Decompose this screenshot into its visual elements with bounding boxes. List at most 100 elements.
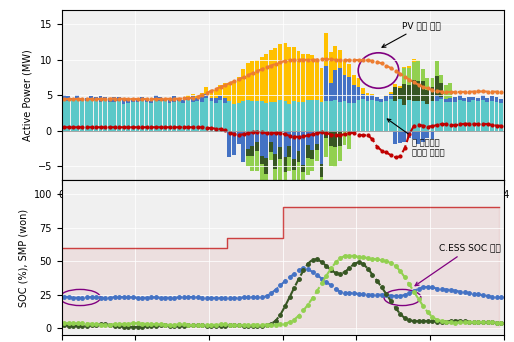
- Bar: [361, 94, 365, 99]
- Bar: [481, 100, 485, 131]
- Bar: [421, 101, 425, 131]
- Bar: [232, 104, 236, 131]
- Bar: [379, 102, 383, 131]
- Bar: [324, 131, 328, 139]
- Bar: [426, 90, 429, 104]
- Bar: [412, 80, 415, 101]
- Bar: [476, 97, 480, 101]
- Bar: [246, 149, 250, 156]
- Bar: [457, 100, 462, 131]
- Bar: [158, 101, 162, 131]
- Bar: [241, 69, 245, 101]
- Bar: [236, 77, 241, 103]
- Bar: [297, 162, 300, 180]
- Bar: [255, 101, 259, 131]
- Bar: [384, 101, 388, 131]
- Bar: [421, 81, 425, 101]
- Bar: [320, 102, 323, 131]
- X-axis label: Time (h): Time (h): [262, 206, 303, 216]
- Bar: [384, 96, 388, 101]
- Bar: [306, 131, 309, 145]
- Bar: [214, 103, 217, 131]
- Bar: [255, 151, 259, 171]
- Bar: [205, 87, 208, 94]
- Bar: [342, 101, 346, 131]
- Bar: [361, 88, 365, 94]
- Bar: [494, 97, 499, 102]
- Bar: [379, 98, 383, 102]
- Bar: [329, 83, 333, 101]
- Bar: [200, 93, 204, 97]
- Bar: [416, 81, 420, 102]
- Bar: [149, 101, 153, 103]
- Bar: [329, 52, 333, 83]
- Bar: [200, 97, 204, 102]
- Bar: [306, 158, 309, 175]
- Bar: [476, 101, 480, 131]
- Bar: [301, 54, 305, 102]
- Bar: [191, 96, 194, 102]
- Bar: [315, 60, 319, 100]
- Bar: [467, 97, 471, 102]
- Bar: [462, 97, 466, 101]
- Bar: [269, 152, 273, 160]
- Bar: [398, 99, 402, 131]
- Bar: [412, 60, 415, 62]
- Bar: [338, 50, 342, 68]
- Bar: [310, 131, 314, 150]
- Bar: [320, 165, 323, 177]
- Bar: [439, 97, 443, 99]
- Bar: [347, 131, 351, 149]
- Bar: [273, 154, 278, 169]
- Bar: [250, 61, 254, 101]
- Bar: [121, 104, 125, 131]
- Bar: [365, 101, 370, 131]
- Bar: [191, 94, 194, 96]
- Bar: [297, 131, 300, 151]
- Bar: [356, 100, 360, 131]
- Bar: [439, 99, 443, 131]
- Bar: [347, 64, 351, 77]
- Bar: [94, 100, 98, 131]
- Bar: [135, 98, 139, 103]
- Bar: [407, 68, 411, 85]
- Bar: [283, 157, 287, 172]
- Bar: [214, 90, 217, 98]
- Bar: [334, 70, 337, 100]
- Bar: [292, 47, 296, 101]
- Bar: [430, 78, 434, 87]
- Bar: [393, 131, 397, 144]
- Bar: [209, 98, 213, 101]
- Bar: [416, 61, 420, 81]
- Bar: [384, 95, 388, 96]
- Bar: [227, 82, 231, 101]
- Bar: [66, 101, 70, 131]
- Bar: [71, 98, 75, 100]
- Bar: [320, 177, 323, 196]
- Bar: [103, 97, 107, 100]
- Bar: [158, 97, 162, 101]
- Bar: [85, 98, 88, 101]
- Bar: [306, 145, 309, 158]
- Bar: [306, 54, 309, 100]
- Bar: [287, 47, 291, 104]
- Text: ( + : Discharging,  − : Charging ): ( + : Discharging, − : Charging ): [209, 284, 357, 293]
- Bar: [144, 99, 149, 102]
- Bar: [329, 101, 333, 131]
- Bar: [260, 57, 264, 102]
- Bar: [223, 83, 227, 98]
- Text: C.ESS SOC 부족: C.ESS SOC 부족: [415, 244, 501, 286]
- Bar: [62, 100, 66, 131]
- Bar: [338, 68, 342, 102]
- Bar: [334, 131, 337, 147]
- Bar: [315, 150, 319, 161]
- Bar: [481, 95, 485, 100]
- Bar: [448, 83, 452, 98]
- Bar: [389, 93, 393, 99]
- Bar: [301, 102, 305, 131]
- Bar: [273, 169, 278, 185]
- Bar: [421, 69, 425, 81]
- Bar: [255, 131, 259, 143]
- Bar: [416, 60, 420, 61]
- Bar: [260, 102, 264, 131]
